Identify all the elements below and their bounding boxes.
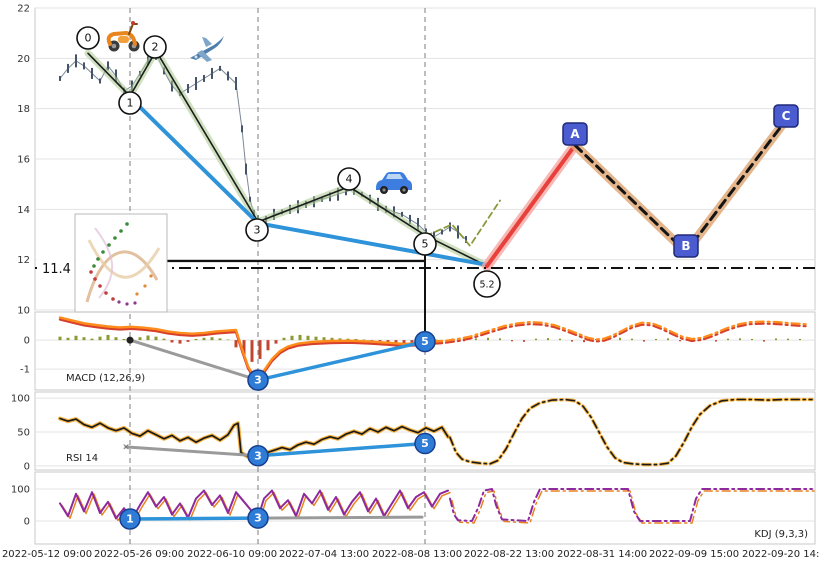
rsi-forecast	[449, 398, 813, 466]
tick-price-10: 10	[17, 306, 30, 317]
price-label-box	[37, 257, 74, 278]
svg-text:A: A	[570, 127, 580, 141]
tick-rsi-50: 50	[17, 428, 30, 439]
tick-price-18: 18	[17, 104, 30, 115]
rsi-wave-3[interactable]: 3	[247, 445, 269, 467]
svg-text:5: 5	[422, 238, 429, 251]
tick-macd--1: -1	[20, 365, 30, 376]
kdj-wave-3[interactable]: 3	[247, 507, 269, 529]
svg-text:5.2: 5.2	[479, 280, 494, 291]
svg-text:2: 2	[152, 41, 159, 54]
svg-text:3: 3	[254, 374, 262, 387]
wave-3[interactable]: 3	[245, 218, 269, 242]
rsi-blue-segment	[256, 441, 427, 458]
svg-text:3: 3	[254, 449, 262, 462]
kdj-forecast-purple	[449, 488, 813, 522]
kdj-gray-segment	[256, 515, 424, 520]
svg-text:5: 5	[421, 437, 429, 450]
impulse-1-3	[128, 95, 260, 226]
wave-1[interactable]: 1	[118, 91, 142, 115]
panel-label-macd: MACD (12,26,9)	[66, 373, 145, 384]
svg-text:0: 0	[85, 32, 92, 45]
wave-2[interactable]: 2	[143, 35, 167, 59]
svg-text:B: B	[681, 239, 690, 253]
x-tick-label: 2022-08-31 14:00	[557, 549, 647, 560]
rsi-gray-segment	[124, 445, 260, 458]
tick-price-20: 20	[17, 54, 30, 65]
x-tick-label: 2022-07-04 13:00	[279, 549, 369, 560]
macd-forecast-red	[444, 322, 808, 344]
svg-text:1: 1	[127, 97, 134, 110]
tick-kdj-100: 100	[11, 484, 30, 495]
svg-text:C: C	[782, 109, 791, 123]
tick-price-14: 14	[17, 205, 30, 216]
tick-price-12: 12	[17, 255, 30, 266]
point-b[interactable]: B	[673, 234, 699, 258]
macd-wave-3[interactable]: 3	[247, 369, 269, 391]
x-tick-label: 2022-09-09 15:00	[649, 549, 739, 560]
tick-macd-0: 0	[24, 336, 30, 347]
rsi-anchor-x: ✕	[122, 443, 130, 453]
macd-anchor-dot	[126, 336, 134, 344]
x-tick-label: 2022-05-12 09:00	[2, 549, 92, 560]
forecast-olive-dashed	[425, 199, 501, 247]
wave-4[interactable]: 4	[337, 167, 361, 191]
kdj-blue-segment	[128, 516, 260, 521]
macd-wave-5[interactable]: 5	[414, 330, 436, 353]
tick-rsi-100: 100	[11, 394, 30, 405]
macd-blue-segment	[256, 339, 427, 382]
kdj-forecast-orange	[451, 490, 815, 524]
rally-to-a	[485, 143, 577, 268]
x-tick-label: 2022-08-22 13:00	[464, 549, 554, 560]
tick-rsi-0: 0	[24, 461, 30, 472]
price-label: 11.4	[42, 262, 71, 277]
x-tick-label: 2022-05-26 09:00	[94, 549, 184, 560]
macd-dif-orange	[58, 316, 444, 381]
tick-price-16: 16	[17, 155, 30, 166]
tick-price-22: 22	[17, 4, 30, 15]
wave-5[interactable]: 5	[413, 232, 437, 256]
svg-text:3: 3	[254, 512, 262, 525]
wave-5-2[interactable]: 5.2	[473, 270, 501, 298]
tick-kdj-0: 0	[24, 516, 30, 527]
point-a[interactable]: A	[562, 122, 588, 146]
x-tick-label: 2022-09-20 14:00	[742, 549, 820, 560]
panel-label-kdj: KDJ (9,3,3)	[754, 529, 808, 540]
svg-text:5: 5	[421, 335, 429, 348]
wave-0[interactable]: 0	[76, 26, 100, 50]
svg-text:✕: ✕	[122, 443, 130, 453]
svg-text:1: 1	[126, 513, 134, 526]
x-tick-label: 2022-08-08 13:00	[372, 549, 462, 560]
svg-text:3: 3	[254, 224, 261, 237]
panel-label-rsi: RSI 14	[66, 453, 98, 464]
x-tick-label: 2022-06-10 09:00	[187, 549, 277, 560]
svg-text:4: 4	[346, 173, 353, 186]
macd-gray-segment	[128, 338, 260, 382]
kdj-wave-1[interactable]: 1	[119, 508, 141, 530]
rsi-wave-5[interactable]: 5	[414, 432, 436, 455]
impulse-3-5	[256, 221, 488, 267]
point-c[interactable]: C	[773, 104, 799, 128]
macd-forecast-orange	[444, 320, 808, 342]
